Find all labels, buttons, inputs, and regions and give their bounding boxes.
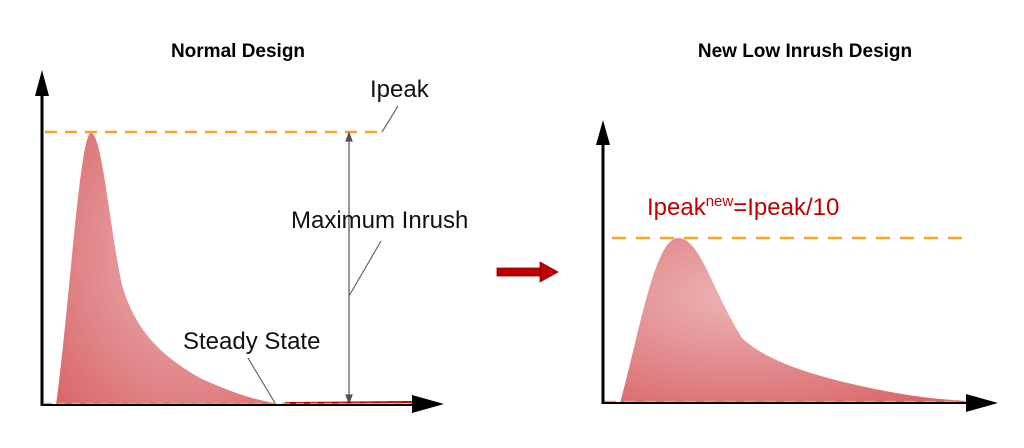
normal-design-panel: Normal Design Ipeak Maximum Inrush Stead… <box>35 41 468 413</box>
transition-arrow-icon <box>496 261 559 283</box>
max-inrush-double-arrow <box>345 131 353 405</box>
steady-state-label: Steady State <box>183 328 320 355</box>
steady-state-segment <box>284 401 413 404</box>
y-axis-arrow-icon <box>596 120 610 145</box>
normal-design-title: Normal Design <box>171 41 305 62</box>
ipeak-new-formula: =Ipeak/10 <box>733 194 839 221</box>
inrush-curve-normal <box>56 133 275 405</box>
low-inrush-design-title: New Low Inrush Design <box>698 41 912 62</box>
inrush-curve-low <box>620 238 968 404</box>
steady-state-leader <box>247 357 276 404</box>
ipeak-new-superscript: new <box>706 193 734 210</box>
max-inrush-leader <box>348 240 382 297</box>
x-axis-arrow-icon <box>966 394 998 412</box>
ipeak-new-main: Ipeak <box>647 194 707 221</box>
ipeak-label: Ipeak <box>370 76 430 103</box>
max-inrush-label: Maximum Inrush <box>291 207 468 234</box>
x-axis-arrow-icon <box>412 395 444 413</box>
y-axis-arrow-icon <box>35 70 49 96</box>
axes-low <box>596 120 998 412</box>
ipeak-new-label: Ipeaknew=Ipeak/10 <box>647 193 839 221</box>
low-inrush-design-panel: New Low Inrush Design Ipeaknew=Ipeak/10 <box>596 41 998 412</box>
axes-normal <box>35 70 444 413</box>
ipeak-leader <box>381 105 399 133</box>
